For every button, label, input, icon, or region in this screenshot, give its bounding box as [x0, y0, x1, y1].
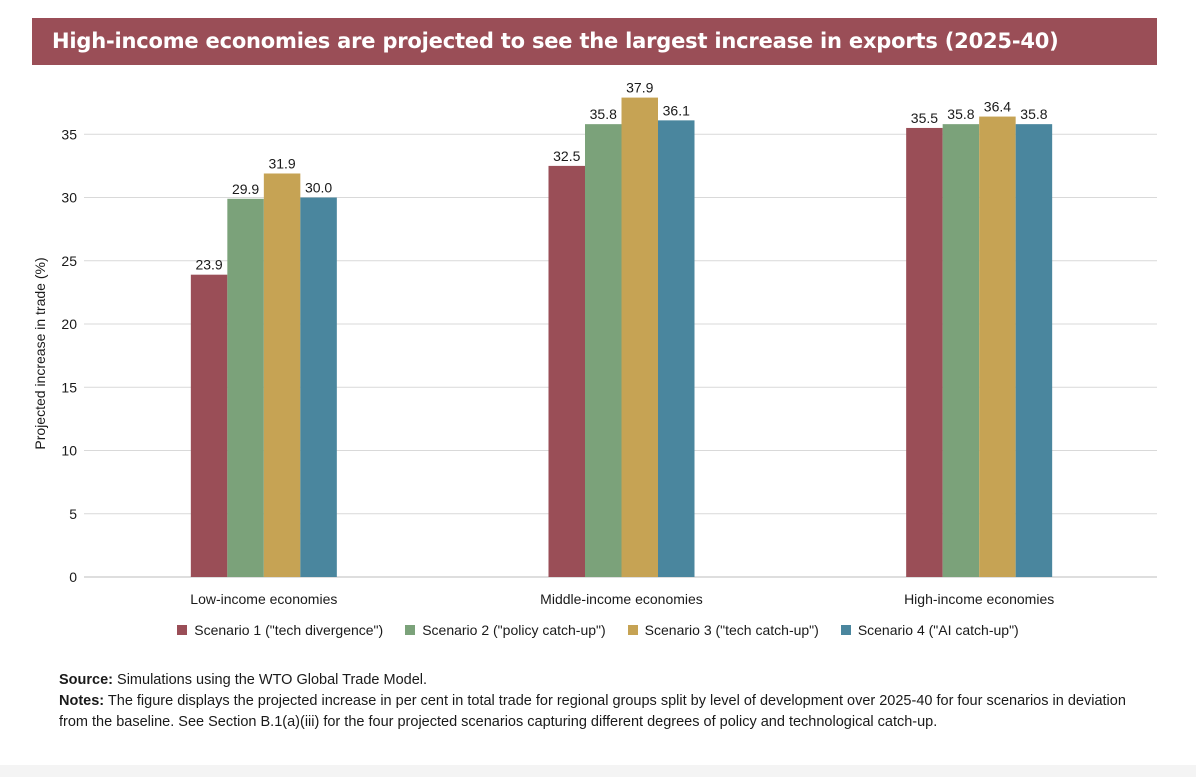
bar-scenario-4: [1015, 124, 1053, 577]
legend-label-scenario-2: Scenario 2 ("policy catch-up"): [422, 622, 606, 638]
legend-swatch-scenario-4: [840, 625, 851, 635]
legend-swatch-scenario-2: [405, 625, 416, 635]
y-tick-label: 35: [61, 126, 77, 142]
legend-label-scenario-3: Scenario 3 ("tech catch-up"): [644, 622, 819, 638]
data-label: 32.5: [553, 148, 580, 164]
bar-scenario-2: [585, 124, 622, 577]
bar-chart: 0 5 10 15 20 25 30 35 Projected increase in trad…: [32, 80, 1157, 607]
legend-swatch-scenario-1: [177, 625, 188, 635]
x-category-label: Low-income economies: [190, 591, 337, 607]
data-label: 23.9: [195, 257, 222, 273]
bar-scenario-2: [942, 124, 980, 577]
notes-label: Notes:: [59, 693, 105, 709]
y-tick-label: 25: [61, 253, 77, 269]
data-label: 29.9: [232, 181, 259, 197]
y-tick-label: 30: [61, 190, 77, 206]
legend-item-scenario-4: Scenario 4 ("AI catch-up"): [840, 622, 1019, 638]
x-category-label: High-income economies: [904, 591, 1054, 607]
bar-scenario-1: [906, 127, 943, 577]
y-axis-title: Projected increase in trade (%): [32, 257, 48, 449]
data-label: 35.5: [911, 110, 938, 126]
data-label: 35.8: [947, 106, 974, 122]
bar-scenario-3: [263, 173, 301, 577]
legend-item-scenario-1: Scenario 1 ("tech divergence"): [177, 622, 383, 638]
y-tick-label: 0: [69, 569, 77, 585]
notes-note: Notes: The figure displays the projected…: [59, 691, 1149, 733]
x-category-label: Middle-income economies: [540, 591, 703, 607]
bar-scenario-1: [548, 165, 585, 577]
bar-scenario-3: [979, 116, 1016, 578]
source-label: Source:: [59, 672, 113, 688]
bottom-strip: [0, 765, 1196, 777]
legend-swatch-scenario-3: [627, 625, 638, 635]
bar-scenario-2: [227, 198, 264, 577]
bar-scenario-4: [300, 197, 337, 578]
legend-item-scenario-3: Scenario 3 ("tech catch-up"): [627, 622, 819, 638]
y-tick-label: 20: [61, 316, 77, 332]
bar-scenario-1: [190, 274, 228, 577]
chart-footnotes: Source: Simulations using the WTO Global…: [59, 670, 1149, 733]
legend-label-scenario-4: Scenario 4 ("AI catch-up"): [857, 622, 1019, 638]
bar-scenario-4: [658, 120, 695, 577]
chart-title: High-income economies are projected to s…: [52, 29, 1059, 53]
data-label: 37.9: [626, 80, 653, 96]
notes-text: The figure displays the projected increa…: [59, 693, 1126, 730]
data-label: 35.8: [590, 106, 617, 122]
data-label: 35.8: [1020, 106, 1047, 122]
chart-title-bar: High-income economies are projected to s…: [32, 18, 1157, 65]
data-label: 30.0: [305, 180, 332, 196]
source-note: Source: Simulations using the WTO Global…: [59, 670, 1149, 691]
y-tick-label: 10: [61, 443, 77, 459]
y-tick-label: 5: [69, 506, 77, 522]
data-label: 31.9: [268, 155, 295, 171]
chart-legend: Scenario 1 ("tech divergence") Scenario …: [0, 622, 1196, 638]
legend-item-scenario-2: Scenario 2 ("policy catch-up"): [405, 622, 606, 638]
y-tick-label: 15: [61, 379, 77, 395]
bar-scenario-3: [621, 97, 658, 578]
source-text: Simulations using the WTO Global Trade M…: [113, 672, 428, 688]
data-label: 36.4: [984, 99, 1011, 115]
legend-label-scenario-1: Scenario 1 ("tech divergence"): [194, 622, 384, 638]
data-label: 36.1: [663, 102, 690, 118]
